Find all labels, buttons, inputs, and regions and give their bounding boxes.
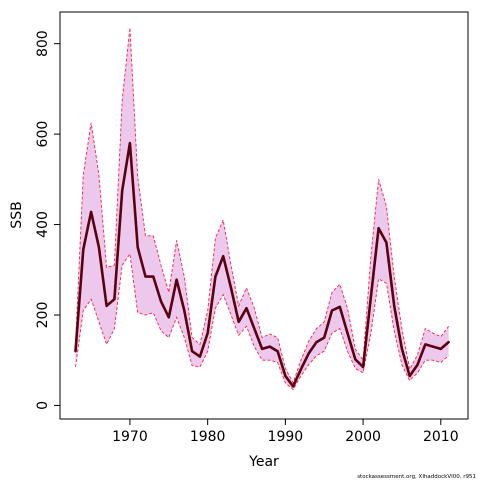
- x-tick-label: 2000: [345, 429, 381, 445]
- credit-text: stockassessment.org, XIhaddockVI00, r951: [357, 474, 476, 480]
- x-tick-label: 1980: [190, 429, 226, 445]
- x-axis-title: Year: [248, 454, 279, 470]
- ssb-estimate-line: [74, 141, 450, 388]
- x-axis: 1970 1980 1990 2000 2010: [112, 419, 459, 445]
- y-tick-label: 400: [35, 211, 51, 238]
- confidence-band-area: [75, 27, 449, 390]
- y-tick-label: 0: [35, 401, 51, 410]
- upper-bound-line: [75, 27, 449, 384]
- y-axis-title: SSB: [9, 201, 25, 228]
- x-tick-label: 2010: [423, 429, 459, 445]
- y-axis: 0 200 400 600 800: [35, 30, 60, 410]
- confidence-band-layer: [75, 27, 449, 391]
- x-tick-label: 1970: [112, 429, 148, 445]
- y-tick-label: 600: [35, 121, 51, 148]
- y-tick-label: 200: [35, 302, 51, 329]
- y-tick-label: 800: [35, 30, 51, 57]
- plot-frame: [59, 11, 469, 420]
- x-tick-label: 1990: [268, 429, 304, 445]
- lower-bound-line: [75, 252, 449, 391]
- estimate-line-layer: [74, 141, 450, 388]
